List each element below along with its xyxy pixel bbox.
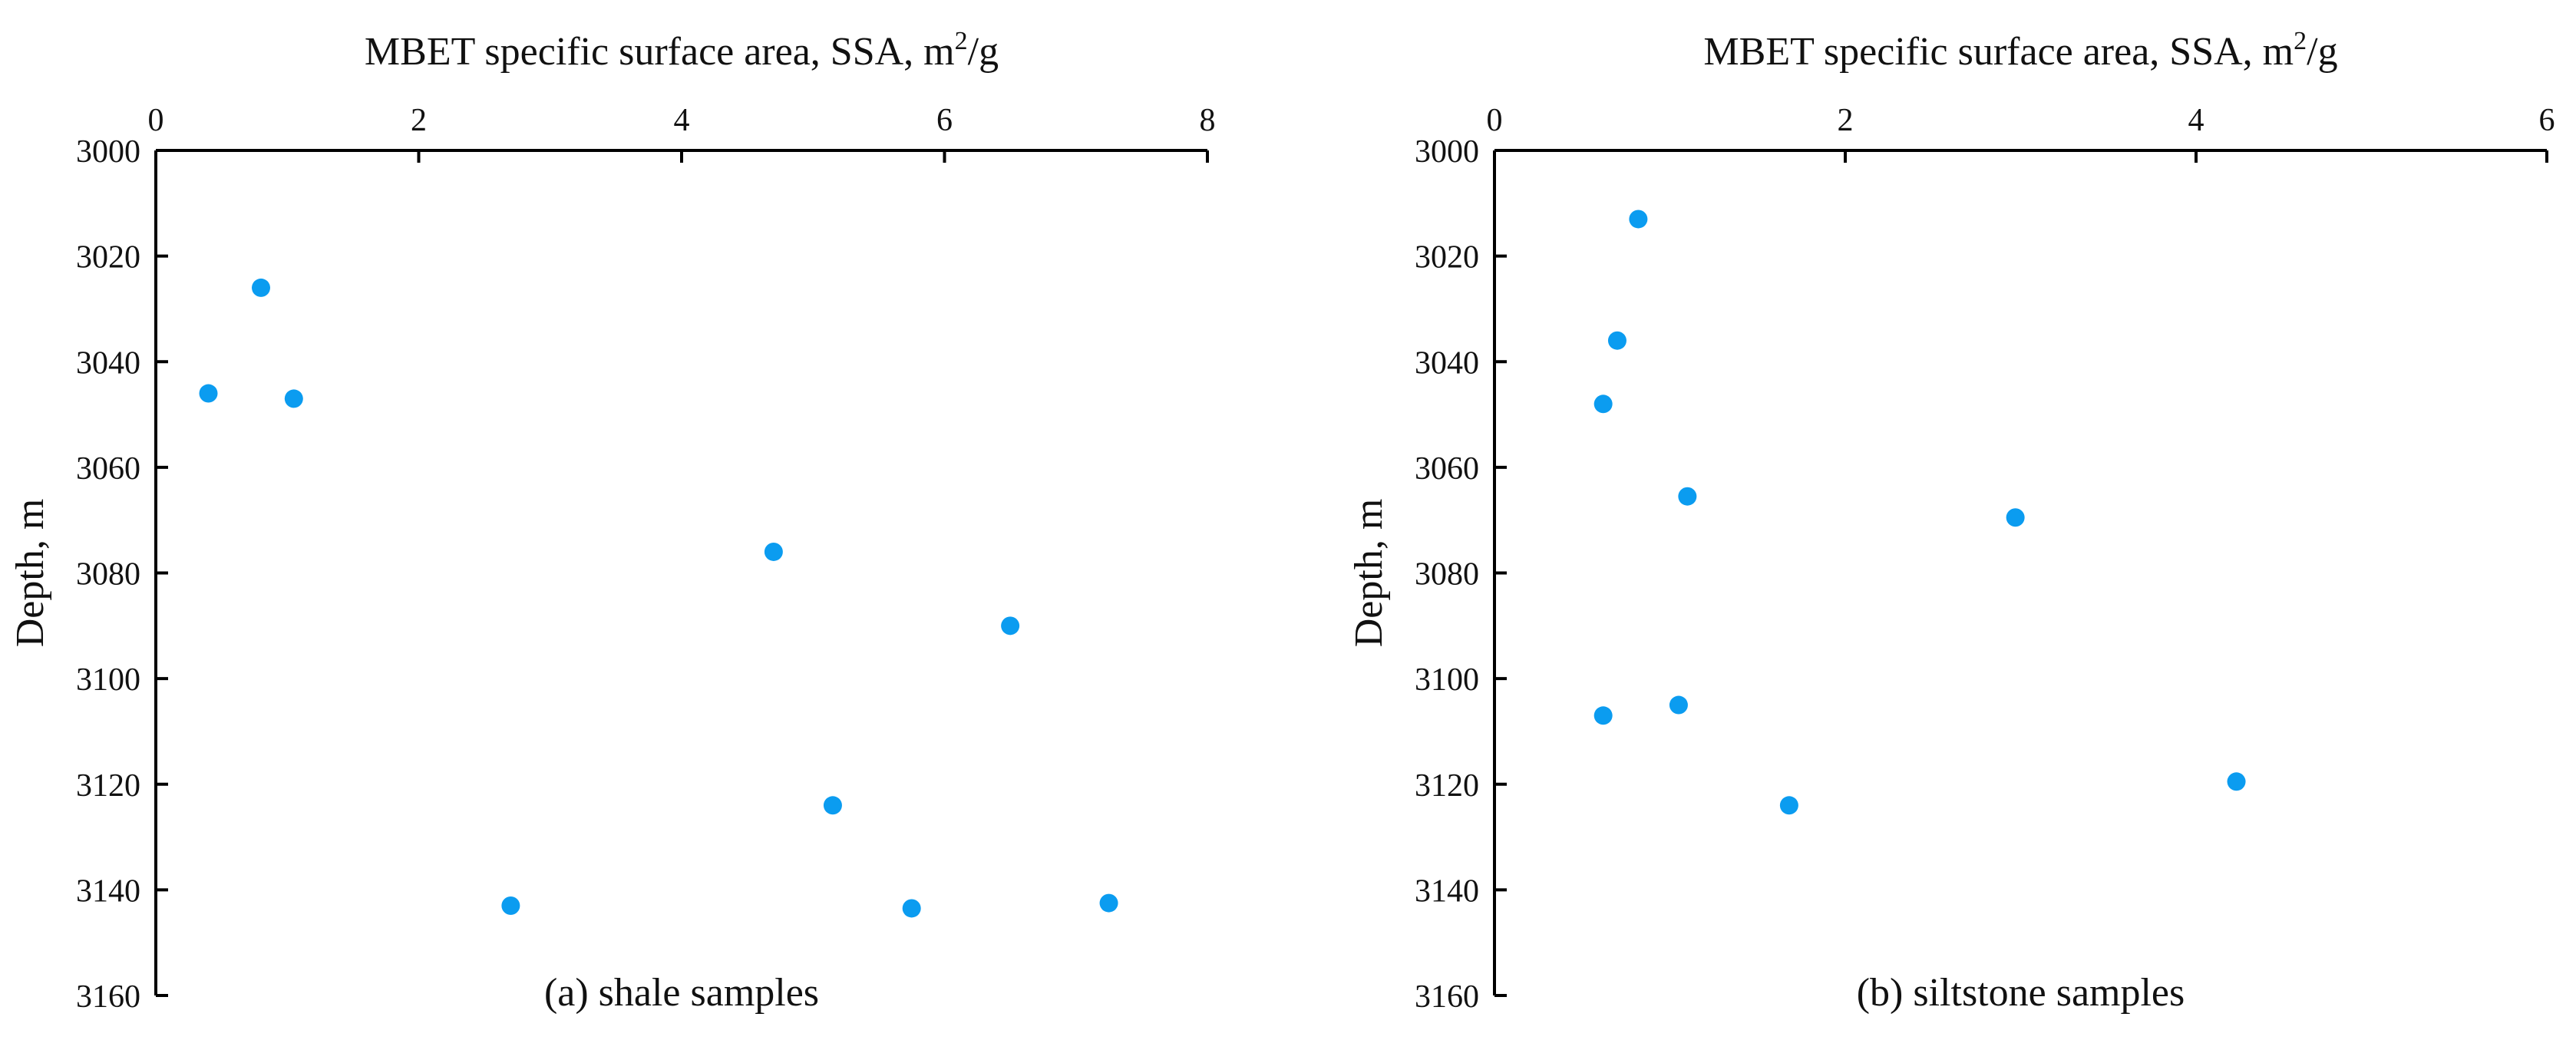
- x-axis-title-main: MBET specific surface area, SSA, m: [1703, 30, 2294, 74]
- y-tick-label: 3080: [76, 557, 140, 593]
- x-axis-title-superscript: 2: [955, 27, 968, 55]
- data-point: [902, 899, 921, 918]
- y-tick-label: 3060: [1415, 451, 1479, 487]
- x-tick-label: 4: [2188, 103, 2204, 138]
- data-point: [764, 542, 783, 561]
- x-tick-label: 0: [1487, 103, 1503, 138]
- y-tick-label: 3000: [76, 134, 140, 170]
- data-point: [823, 796, 842, 815]
- x-tick-label: 4: [674, 103, 690, 138]
- y-axis-title: Depth, m: [8, 499, 52, 648]
- y-tick-label: 3020: [1415, 240, 1479, 276]
- y-tick-label: 3100: [76, 662, 140, 698]
- data-point: [1593, 706, 1613, 725]
- panel-caption: (a) shale samples: [544, 971, 819, 1015]
- x-axis-title-tail: /g: [2307, 30, 2337, 74]
- x-axis-title: MBET specific surface area, SSA, m2/g: [1703, 27, 2337, 74]
- data-point: [1669, 695, 1688, 715]
- y-tick-label: 3140: [1415, 873, 1479, 909]
- y-tick-label: 3120: [76, 768, 140, 804]
- y-tick-label: 3100: [1415, 662, 1479, 698]
- data-point: [1593, 395, 1613, 414]
- x-axis-title: MBET specific surface area, SSA, m2/g: [365, 27, 999, 74]
- y-tick-label: 3160: [76, 979, 140, 1015]
- x-tick-label: 2: [411, 103, 427, 138]
- y-tick-label: 3080: [1415, 557, 1479, 593]
- data-point: [1001, 616, 1020, 636]
- y-tick-label: 3020: [76, 240, 140, 276]
- y-axis-title: Depth, m: [1347, 499, 1391, 648]
- data-point: [2006, 508, 2025, 527]
- data-point: [1607, 331, 1627, 350]
- y-tick-label: 3000: [1415, 134, 1479, 170]
- x-tick-label: 8: [1200, 103, 1216, 138]
- x-axis-title-tail: /g: [968, 30, 999, 74]
- data-point: [284, 389, 303, 408]
- data-point: [199, 384, 218, 403]
- panel-siltstone: 0 2 4 6 3000 3020 3040 3060 3080 3100 3120 3140 3160…: [1347, 27, 2555, 1015]
- y-tick-label: 3120: [1415, 768, 1479, 804]
- data-point: [1099, 893, 1118, 913]
- data-point: [2227, 772, 2246, 791]
- data-point: [501, 896, 520, 916]
- x-tick-label: 0: [148, 103, 164, 138]
- panel-shale: 0 2 4 6 8 3000 3020 3040 3060 3080 3100 3120 3140 316…: [8, 27, 1216, 1015]
- y-tick-label: 3040: [1415, 345, 1479, 381]
- data-point: [252, 278, 270, 297]
- y-tick-label: 3060: [76, 451, 140, 487]
- y-tick-label: 3040: [76, 345, 140, 381]
- data-point: [1779, 796, 1798, 815]
- x-tick-label: 6: [936, 103, 953, 138]
- y-tick-label: 3140: [76, 873, 140, 909]
- data-point: [1678, 487, 1697, 506]
- x-tick-label: 2: [1838, 103, 1854, 138]
- y-tick-label: 3160: [1415, 979, 1479, 1015]
- panel-caption: (b) siltstone samples: [1857, 971, 2185, 1015]
- x-tick-label: 6: [2539, 103, 2555, 138]
- data-point: [1629, 210, 1648, 229]
- x-axis-title-main: MBET specific surface area, SSA, m: [365, 30, 955, 74]
- x-axis-title-superscript: 2: [2294, 27, 2307, 55]
